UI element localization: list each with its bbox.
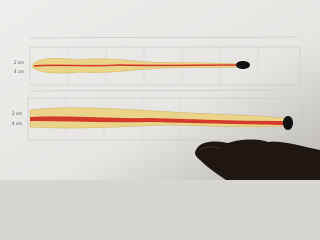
plot-frame xyxy=(29,46,301,86)
y-label: 4 cm xyxy=(12,121,22,126)
chart-panel: 2 cm 4 cm xyxy=(12,89,303,141)
caption-line xyxy=(29,89,271,92)
page: 2 cm 4 cm 2 cm 4 cm (() => { const data … xyxy=(0,0,320,180)
plot-frame xyxy=(27,97,303,141)
blob xyxy=(283,116,293,130)
y-label: 2 cm xyxy=(12,111,22,116)
hand xyxy=(195,139,320,180)
finger-edge xyxy=(199,146,221,151)
y-label: 4 cm xyxy=(14,69,24,74)
photo: 2 cm 4 cm 2 cm 4 cm xyxy=(0,0,320,180)
trace xyxy=(30,116,284,125)
caption-line xyxy=(29,36,299,39)
y-label: 2 cm xyxy=(14,60,24,65)
blob xyxy=(236,61,250,69)
trace xyxy=(33,64,239,67)
chart-panel: 2 cm 4 cm xyxy=(14,36,301,86)
